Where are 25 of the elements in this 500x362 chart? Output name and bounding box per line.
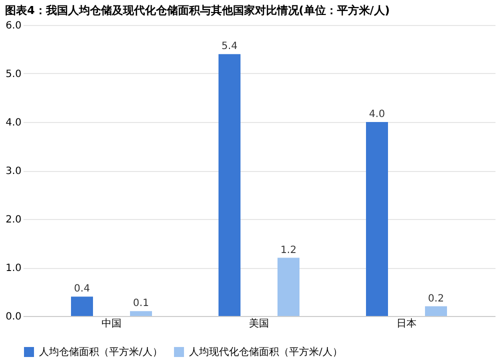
bar xyxy=(278,258,300,316)
y-tick-label: 6.0 xyxy=(6,20,22,32)
data-label: 1.2 xyxy=(280,244,296,256)
y-tick-label: 4.0 xyxy=(6,118,22,128)
y-tick-label: 1.0 xyxy=(6,263,22,274)
legend-label: 人均现代化仓储面积（平方米/人） xyxy=(189,346,342,358)
chart-title: 图表4：我国人均仓储及现代化仓储面积与其他国家对比情况(单位：平方米/人) xyxy=(5,4,390,17)
bar xyxy=(71,296,93,316)
y-tick-label: 0.0 xyxy=(6,312,22,322)
data-label: 0.1 xyxy=(133,298,149,310)
y-tick-label: 5.0 xyxy=(6,69,22,80)
y-tick-label: 2.0 xyxy=(6,214,22,226)
legend-label: 人均仓储面积（平方米/人） xyxy=(39,346,162,358)
bar xyxy=(366,122,388,316)
data-label: 0.2 xyxy=(428,293,444,304)
bar xyxy=(425,306,447,316)
x-tick-label: 中国 xyxy=(102,318,122,330)
data-label: 0.4 xyxy=(74,284,90,295)
bar xyxy=(218,54,240,316)
data-label: 4.0 xyxy=(369,109,385,120)
y-tick-label: 3.0 xyxy=(6,166,22,177)
data-label: 5.4 xyxy=(222,41,238,52)
bar xyxy=(130,311,152,316)
x-tick-label: 日本 xyxy=(396,318,416,330)
x-tick-label: 美国 xyxy=(249,318,269,330)
